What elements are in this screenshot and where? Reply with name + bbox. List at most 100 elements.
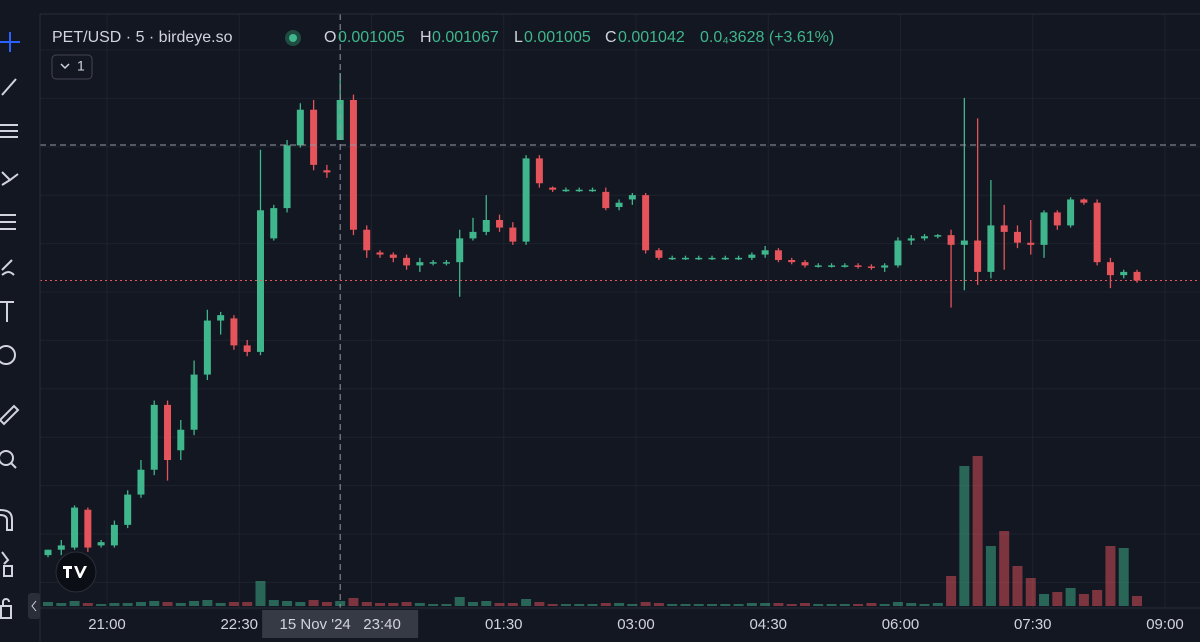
volume-bar (999, 531, 1010, 606)
candle-body (668, 257, 676, 260)
candle-body (1000, 225, 1008, 232)
lock-tool[interactable] (0, 598, 12, 619)
low-value: 0.001005 (524, 29, 591, 46)
time-tick-label: 21:00 (88, 616, 126, 633)
pattern-tool[interactable] (1, 171, 19, 186)
candle-body (110, 524, 118, 546)
volume-bar (1078, 594, 1089, 606)
candle-body (947, 235, 955, 245)
candle-body (482, 220, 490, 232)
low-label: L (514, 29, 523, 46)
zoom-tool[interactable] (0, 450, 14, 466)
volume-bar (215, 603, 226, 606)
candle-body (124, 494, 132, 525)
candle-body (376, 252, 384, 255)
volume-bar (547, 604, 558, 606)
lock-draw-tool[interactable] (1, 551, 13, 577)
volume-bar (109, 603, 120, 606)
text-tool[interactable] (0, 301, 14, 322)
collapse-button[interactable] (28, 593, 40, 619)
candle-body (894, 240, 902, 266)
volume-bar (428, 604, 439, 606)
volume-bar (441, 604, 452, 606)
ruler-tool[interactable] (0, 404, 20, 426)
volume-bar (640, 602, 651, 606)
candle-body (854, 265, 862, 267)
time-tick-label: 09:00 (1146, 616, 1184, 633)
candle-body (695, 257, 703, 260)
candle-body (628, 195, 636, 200)
candle-body (974, 240, 982, 272)
volume-bar (693, 604, 704, 606)
candle-body (934, 235, 942, 237)
volume-bar (348, 598, 359, 606)
candle-body (881, 265, 889, 268)
candle-body (562, 189, 570, 192)
volume-bar (866, 603, 877, 606)
candle-body (243, 345, 251, 352)
volume-bar (560, 604, 571, 606)
volume-bar (1105, 546, 1116, 606)
candle-body (429, 262, 437, 264)
volume-bar (1039, 594, 1050, 606)
candle-body (814, 265, 822, 267)
volume-bar (972, 456, 983, 606)
candle-body (907, 238, 915, 241)
volume-bar (534, 602, 545, 606)
candle-body (921, 236, 929, 239)
close-value: 0.001042 (618, 29, 685, 46)
volume-bar (361, 602, 372, 606)
crosshair-time-label: 15 Nov '24 23:40 (280, 616, 401, 633)
candle-body (1106, 262, 1114, 276)
volume-bar (268, 600, 279, 606)
tv-logo[interactable] (55, 551, 97, 593)
candle-body (748, 254, 756, 258)
volume-bar (932, 603, 943, 606)
volume-bar (786, 604, 797, 606)
candle-body (987, 225, 995, 272)
time-tick-label: 04:30 (749, 616, 787, 633)
candle-body (575, 189, 583, 192)
chevron (60, 63, 70, 70)
candle-body (867, 266, 875, 268)
indicator-count: 1 (77, 58, 85, 74)
close-label: C (605, 29, 617, 46)
candle-body (442, 262, 450, 264)
volume-bar (242, 602, 253, 606)
zoom-handle (10, 462, 17, 469)
candle-body (57, 545, 65, 550)
candle-body (283, 145, 291, 209)
volume-bar (667, 604, 678, 606)
volume-bar (1052, 592, 1063, 606)
candle-body (416, 262, 424, 266)
candle-body (721, 257, 729, 260)
volume-bar (1132, 596, 1142, 606)
candle-body (496, 220, 504, 228)
volume-layer (43, 456, 1142, 606)
volume-bar (826, 604, 837, 606)
volume-bar (295, 602, 306, 606)
candle-body (1040, 212, 1048, 245)
volume-bar (335, 601, 346, 606)
candle-body (363, 229, 371, 251)
crosshair-tool[interactable] (0, 32, 20, 52)
trendline-tool[interactable] (1, 78, 17, 96)
magnet-tool[interactable] (0, 509, 13, 531)
candle-body (655, 250, 663, 258)
candle-body (615, 202, 623, 208)
candle-body (788, 260, 796, 263)
candle-body (456, 238, 464, 263)
emoji-tool[interactable] (0, 345, 16, 365)
candle-body (1053, 212, 1061, 226)
candle-body (469, 231, 477, 239)
candle-body (256, 210, 264, 352)
volume-bar (1118, 548, 1129, 606)
fib-tool[interactable] (0, 124, 18, 138)
volume-bar (707, 604, 718, 606)
indicator-toggle[interactable] (51, 54, 93, 80)
prediction-tool[interactable] (0, 214, 16, 230)
brush-tool[interactable] (1, 259, 15, 276)
candle-body (828, 265, 836, 267)
